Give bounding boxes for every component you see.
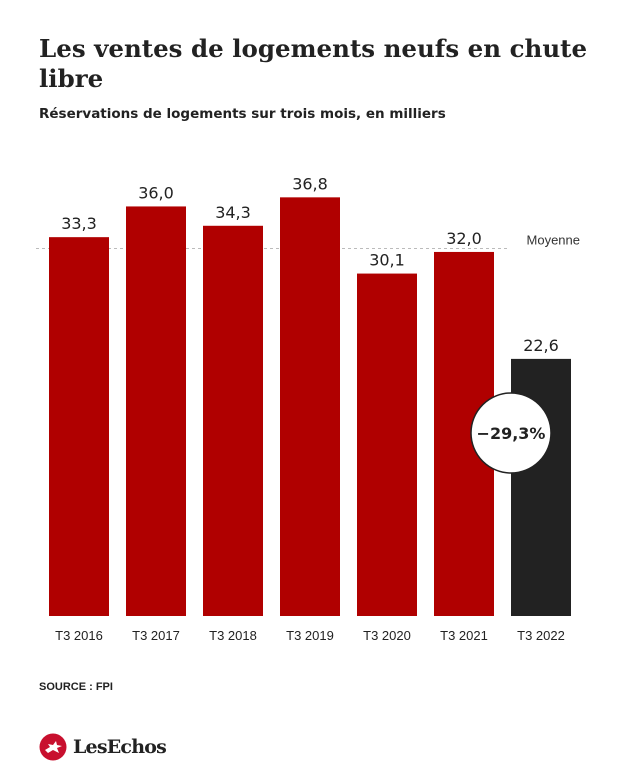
average-label: Moyenne [527,233,580,248]
data-label: 30,1 [369,251,405,270]
data-label: 34,3 [215,203,251,222]
chart-title: Les ventes de logements neufs en chute l… [39,34,588,93]
x-tick-label: T3 2018 [209,628,257,643]
change-badge [470,392,552,474]
x-tick-label: T3 2022 [517,628,565,643]
bar-chart: Moyenne 33,3 T3 2016 36,0 T3 2017 34,3 T3 2018… [36,174,580,643]
data-label: 36,8 [292,174,328,193]
x-tick-label: T3 2017 [132,628,180,643]
x-tick-label: T3 2020 [363,628,411,643]
x-tick-label: T3 2021 [440,628,488,643]
x-tick-label: T3 2019 [286,628,334,643]
source-note: SOURCE : FPI [39,681,113,693]
brand-logo: LesEchos [39,733,167,761]
bar [203,225,263,617]
bar [280,197,340,616]
data-label: 32,0 [446,229,482,248]
bar [357,273,417,616]
brand-name: LesEchos [73,736,167,758]
bar [126,206,186,616]
data-label: 33,3 [61,214,97,233]
x-tick-label: T3 2016 [55,628,103,643]
data-label: 36,0 [138,183,174,202]
bar [49,237,109,616]
change-label: −29,3% [477,424,546,443]
brand-mark-icon [39,733,67,761]
chart-subtitle: Réservations de logements sur trois mois… [39,106,446,122]
data-label: 22,6 [523,336,559,355]
